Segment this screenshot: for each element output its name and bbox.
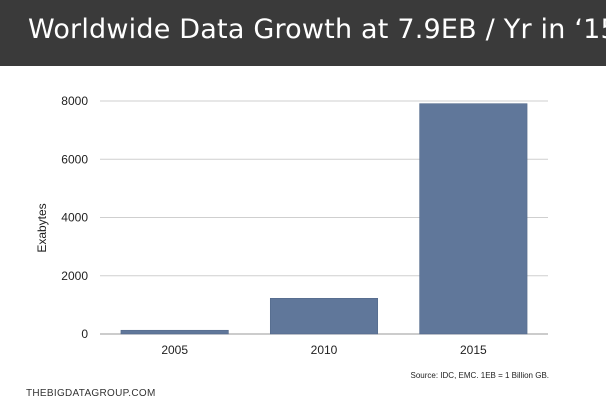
y-tick-label: 4000 xyxy=(61,211,88,225)
x-tick-label: 2015 xyxy=(460,343,487,357)
tick-labels: 0 2000 4000 6000 8000 2005 2010 2015 xyxy=(61,94,487,357)
y-tick-label: 2000 xyxy=(61,269,88,283)
bar-chart: 0 2000 4000 6000 8000 2005 2010 2015 Exabytes S… xyxy=(35,94,550,380)
y-tick-label: 8000 xyxy=(61,94,88,108)
title-bar: Worldwide Data Growth at 7.9EB / Yr in ‘… xyxy=(0,0,606,66)
footer-site: THEBIGDATAGROUP.COM xyxy=(26,388,156,399)
y-tick-label: 6000 xyxy=(61,152,88,166)
x-tick-label: 2005 xyxy=(161,343,188,357)
y-axis-label: Exabytes xyxy=(35,203,49,252)
page-title: Worldwide Data Growth at 7.9EB / Yr in ‘… xyxy=(28,14,606,45)
x-tick-label: 2010 xyxy=(311,343,338,357)
source-annotation: Source: IDC, EMC. 1EB = 1 Billion GB. xyxy=(411,371,550,380)
y-tick-label: 0 xyxy=(81,327,88,341)
bars xyxy=(120,103,528,335)
bar-2005 xyxy=(120,329,229,335)
bar-2015 xyxy=(419,103,528,335)
bar-2010 xyxy=(269,298,379,335)
